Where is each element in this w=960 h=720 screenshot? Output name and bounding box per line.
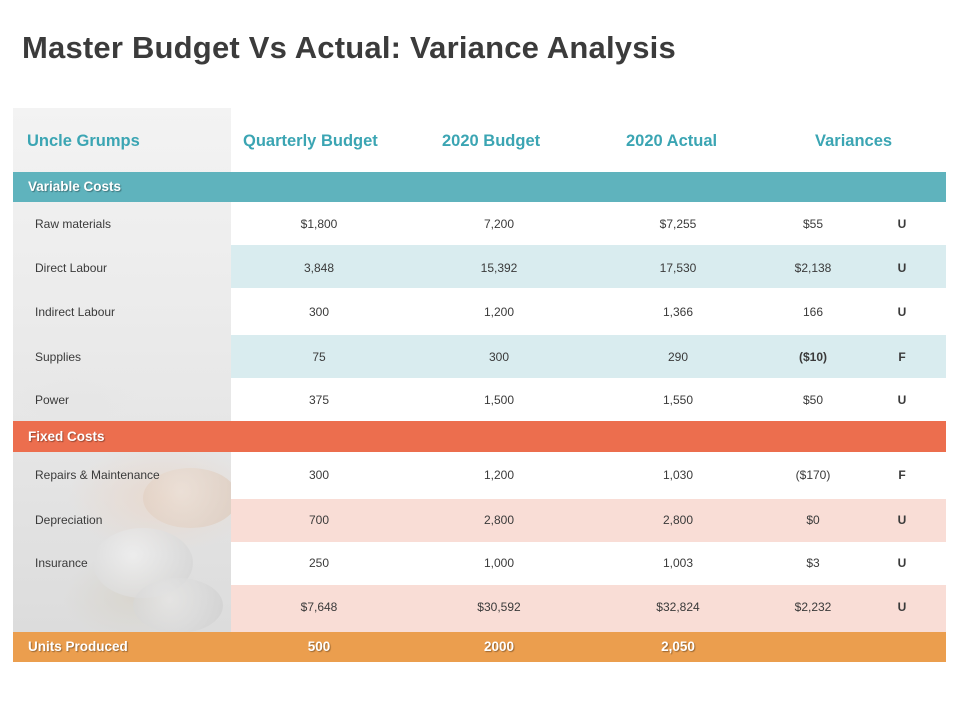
units-quarterly: 500 xyxy=(307,639,331,654)
cell-actual: 2,800 xyxy=(662,513,694,527)
variable-costs-label: Variable Costs xyxy=(28,179,122,194)
table-row: Depreciation 700 2,800 2,800 $0 U xyxy=(13,499,946,542)
row-label: Supplies xyxy=(35,350,82,364)
table-row: Power 375 1,500 1,550 $50 U xyxy=(13,378,946,421)
cell-budget: 15,392 xyxy=(480,261,518,275)
cell-variance: $50 xyxy=(802,393,824,407)
row-label: Repairs & Maintenance xyxy=(35,468,160,482)
cell-quarterly: 300 xyxy=(308,468,330,482)
row-label: Raw materials xyxy=(35,217,112,231)
table-row: Indirect Labour 300 1,200 1,366 166 U xyxy=(13,288,946,335)
cell-quarterly: 250 xyxy=(308,556,330,570)
units-produced-row: Units Produced 500 2000 2,050 xyxy=(13,632,946,662)
cell-quarterly: 700 xyxy=(308,513,330,527)
header-2020-actual: 2020 Actual xyxy=(626,132,718,150)
cell-budget: 300 xyxy=(488,350,510,364)
cell-variance: $2,138 xyxy=(794,261,832,275)
cell-flag: U xyxy=(897,261,907,275)
row-label: Depreciation xyxy=(35,513,103,527)
cell-budget: 7,200 xyxy=(483,217,515,231)
cell-quarterly: 375 xyxy=(308,393,330,407)
cell-flag: U xyxy=(897,393,907,407)
cell-quarterly: $1,800 xyxy=(300,217,338,231)
cell-actual: $7,255 xyxy=(659,217,697,231)
units-budget: 2000 xyxy=(483,639,515,654)
cell-variance: $3 xyxy=(806,556,820,570)
row-label: Insurance xyxy=(35,556,88,570)
table-row: Supplies 75 300 290 ($10) F xyxy=(13,335,946,378)
cell-flag: U xyxy=(897,305,907,319)
coin-image xyxy=(143,468,238,528)
cell-quarterly: 75 xyxy=(312,350,326,364)
fixed-costs-header: Fixed Costs xyxy=(13,421,946,452)
table-header: Uncle Grumps Quarterly Budget 2020 Budge… xyxy=(13,108,946,172)
cell-variance: $0 xyxy=(806,513,820,527)
page-title: Master Budget Vs Actual: Variance Analys… xyxy=(22,30,676,65)
total-row: $7,648 $30,592 $32,824 $2,232 U xyxy=(13,585,946,632)
row-label: Direct Labour xyxy=(35,261,108,275)
units-produced-label: Units Produced xyxy=(28,639,128,654)
cell-budget: 1,200 xyxy=(483,305,515,319)
cell-variance: ($170) xyxy=(795,468,831,482)
total-budget: $30,592 xyxy=(477,600,521,614)
cell-quarterly: 300 xyxy=(308,305,330,319)
variance-table: Uncle Grumps Quarterly Budget 2020 Budge… xyxy=(13,108,946,662)
coin-image xyxy=(133,578,223,633)
units-actual: 2,050 xyxy=(661,639,695,654)
header-quarterly-budget: Quarterly Budget xyxy=(243,132,378,150)
cell-flag: F xyxy=(898,350,906,364)
total-quarterly: $7,648 xyxy=(300,600,338,614)
cell-variance: 166 xyxy=(802,305,824,319)
total-variance: $2,232 xyxy=(794,600,832,614)
cell-actual: 1,003 xyxy=(662,556,694,570)
cell-budget: 1,200 xyxy=(483,468,515,482)
table-row: Raw materials $1,800 7,200 $7,255 $55 U xyxy=(13,202,946,245)
cell-budget: 1,500 xyxy=(483,393,515,407)
table-row: Repairs & Maintenance 300 1,200 1,030 ($… xyxy=(13,452,946,499)
header-company: Uncle Grumps xyxy=(27,132,140,150)
cell-flag: F xyxy=(898,468,906,482)
cell-actual: 17,530 xyxy=(659,261,697,275)
cell-budget: 2,800 xyxy=(483,513,515,527)
header-2020-budget: 2020 Budget xyxy=(442,132,541,150)
cell-flag: U xyxy=(897,556,907,570)
header-variances: Variances xyxy=(815,132,893,150)
cell-flag: U xyxy=(897,513,907,527)
cell-quarterly: 3,848 xyxy=(303,261,335,275)
cell-actual: 290 xyxy=(667,350,689,364)
row-label: Indirect Labour xyxy=(35,305,116,319)
table-row: Direct Labour 3,848 15,392 17,530 $2,138… xyxy=(13,245,946,288)
cell-flag: U xyxy=(897,217,907,231)
fixed-costs-label: Fixed Costs xyxy=(28,429,105,444)
variable-costs-header: Variable Costs xyxy=(13,172,946,202)
cell-budget: 1,000 xyxy=(483,556,515,570)
total-actual: $32,824 xyxy=(656,600,700,614)
cell-variance: $55 xyxy=(802,217,824,231)
cell-variance: ($10) xyxy=(798,350,828,364)
cell-actual: 1,030 xyxy=(662,468,694,482)
table-row: Insurance 250 1,000 1,003 $3 U xyxy=(13,542,946,585)
total-flag: U xyxy=(897,600,907,614)
cell-actual: 1,366 xyxy=(662,305,694,319)
row-label: Power xyxy=(35,393,70,407)
cell-actual: 1,550 xyxy=(662,393,694,407)
